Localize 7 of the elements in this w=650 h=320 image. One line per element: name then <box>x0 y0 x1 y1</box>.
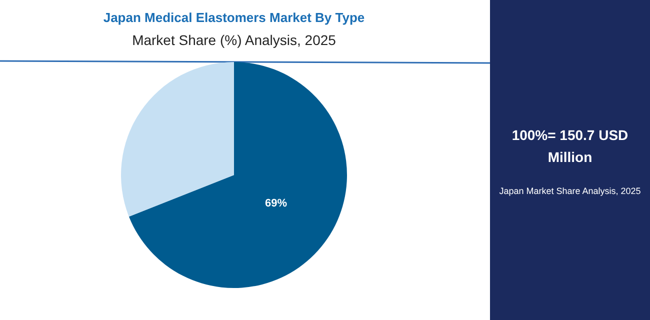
chart-subtitle: Market Share (%) Analysis, 2025 <box>132 32 336 48</box>
text: Japan Market Share Analysis, 2025 <box>499 186 641 196</box>
text: 100%= 150.7 USD Million <box>512 127 628 165</box>
pie-slice <box>128 62 347 288</box>
data-label: 69% <box>265 197 288 210</box>
pie-slice <box>121 62 234 217</box>
chart-title: Japan Medical Elastomers Market By Type <box>103 10 365 25</box>
